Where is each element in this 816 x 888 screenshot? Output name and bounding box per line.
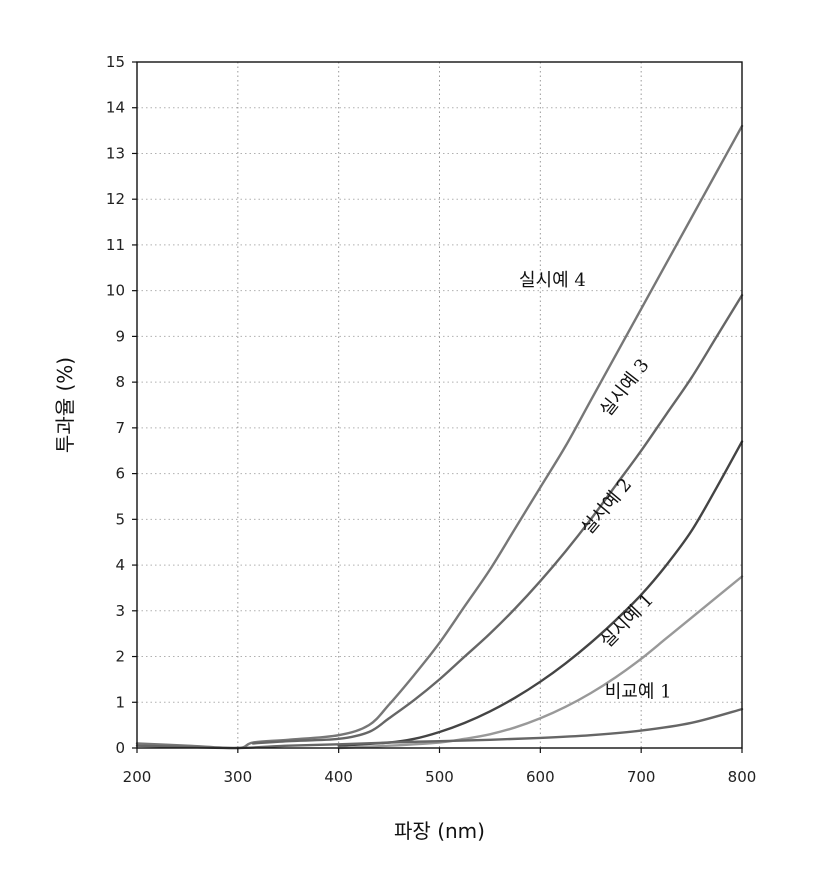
- x-axis-title: 파장 (nm): [394, 819, 485, 843]
- series-label: 실시예 2: [577, 474, 636, 539]
- y-tick-label: 8: [115, 373, 125, 391]
- series-label: 비교예 1: [605, 682, 672, 703]
- series-label: 실시예 3: [596, 355, 654, 421]
- x-tick-label: 400: [324, 768, 353, 786]
- y-tick-label: 6: [115, 465, 125, 483]
- x-tick-label: 300: [224, 768, 253, 786]
- series-label: 실시예 1: [596, 589, 658, 652]
- y-tick-label: 0: [115, 739, 125, 757]
- series-lines: [137, 126, 742, 748]
- y-tick-label: 7: [115, 419, 125, 437]
- grid-lines: [137, 62, 742, 748]
- y-tick-label: 3: [115, 602, 125, 620]
- y-tick-label: 13: [106, 144, 125, 162]
- axis-ticks: 2003004005006007008000123456789101112131…: [106, 53, 756, 786]
- y-tick-label: 2: [115, 648, 125, 666]
- x-tick-label: 200: [123, 768, 152, 786]
- x-tick-label: 600: [526, 768, 555, 786]
- y-axis-title: 투과율 (%): [53, 357, 77, 453]
- y-tick-label: 15: [106, 53, 125, 71]
- y-tick-label: 5: [115, 510, 125, 528]
- x-tick-label: 700: [627, 768, 656, 786]
- y-tick-label: 11: [106, 236, 125, 254]
- y-tick-label: 12: [106, 190, 125, 208]
- x-tick-label: 800: [728, 768, 757, 786]
- series-label: 실시예 4: [519, 270, 586, 291]
- x-tick-label: 500: [425, 768, 454, 786]
- y-tick-label: 9: [115, 327, 125, 345]
- y-tick-label: 4: [115, 556, 125, 574]
- y-tick-label: 1: [115, 693, 125, 711]
- y-tick-label: 14: [106, 99, 125, 117]
- y-tick-label: 10: [106, 282, 125, 300]
